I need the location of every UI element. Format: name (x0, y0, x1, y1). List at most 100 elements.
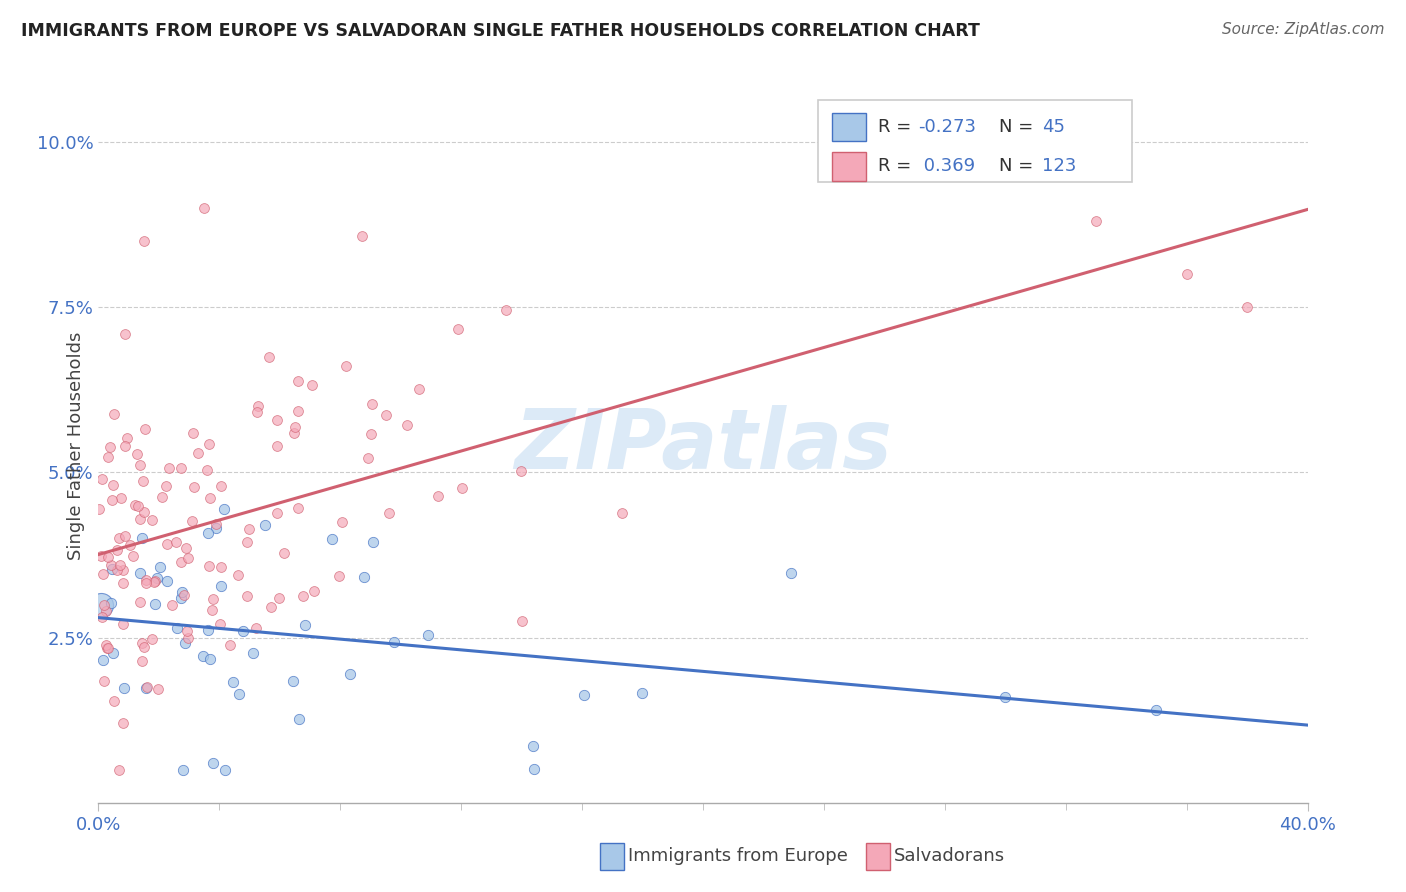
Point (146, 571, 169, 585)
Point (572, 688, 595, 702)
Point (523, 762, 546, 776)
Point (1175, 267, 1198, 281)
Point (90, 598, 112, 612)
Point (118, 538, 141, 552)
Point (287, 375, 309, 389)
Point (156, 537, 179, 551)
Text: R =: R = (879, 157, 917, 175)
Point (408, 382, 430, 396)
Point (201, 756, 224, 770)
Point (209, 479, 232, 493)
Point (236, 589, 259, 603)
Text: 0.369: 0.369 (918, 157, 976, 175)
Point (612, 506, 634, 520)
Point (112, 576, 135, 591)
Point (246, 399, 269, 413)
Point (156, 574, 179, 588)
Point (187, 446, 209, 460)
Point (209, 579, 232, 593)
Point (103, 694, 125, 708)
Point (245, 621, 267, 635)
Point (165, 535, 187, 549)
Point (228, 687, 250, 701)
Point (97, 550, 120, 565)
Point (339, 666, 361, 681)
Point (253, 517, 276, 532)
Point (141, 632, 163, 646)
Point (377, 506, 399, 520)
Point (281, 674, 304, 689)
Point (114, 439, 136, 453)
Point (522, 739, 544, 753)
Point (87, 501, 110, 516)
Point (183, 480, 205, 494)
Point (288, 712, 311, 726)
Point (212, 501, 235, 516)
Point (214, 763, 236, 777)
Point (328, 569, 350, 583)
Point (129, 595, 152, 609)
Point (132, 474, 155, 488)
Point (173, 588, 195, 602)
Point (160, 598, 183, 612)
Point (352, 229, 374, 244)
Point (111, 563, 134, 577)
Point (111, 715, 134, 730)
Point (321, 533, 343, 547)
Point (291, 589, 314, 603)
Point (266, 439, 288, 453)
Point (112, 681, 135, 695)
Point (360, 427, 382, 442)
Point (100, 597, 122, 611)
Point (172, 585, 194, 599)
Point (135, 681, 157, 696)
Point (201, 591, 224, 606)
Point (98, 440, 121, 454)
Point (125, 447, 148, 461)
Point (181, 425, 204, 440)
Bar (866, 843, 890, 870)
Point (101, 493, 124, 508)
Point (149, 560, 172, 574)
Point (105, 563, 128, 577)
Point (117, 431, 139, 445)
Point (283, 425, 305, 440)
Point (994, 690, 1017, 704)
Text: 123: 123 (1042, 157, 1076, 175)
Point (101, 562, 124, 576)
Point (135, 575, 157, 590)
Point (157, 461, 180, 475)
Text: N =: N = (1000, 118, 1039, 136)
Point (510, 614, 533, 628)
Point (93, 598, 115, 612)
Point (170, 461, 193, 475)
Point (127, 500, 149, 514)
Point (205, 521, 228, 535)
Point (103, 407, 125, 421)
Point (131, 654, 153, 668)
Point (96, 638, 118, 652)
Point (112, 616, 135, 631)
Point (198, 491, 221, 505)
Point (143, 574, 166, 589)
Point (132, 640, 155, 654)
Point (172, 763, 194, 777)
Point (287, 404, 309, 418)
Point (134, 422, 156, 436)
Point (91, 472, 114, 486)
Y-axis label: Single Father Households: Single Father Households (66, 332, 84, 560)
Point (96, 640, 118, 655)
Point (170, 591, 193, 606)
Point (177, 631, 200, 645)
Point (266, 413, 288, 427)
Point (131, 636, 153, 650)
Point (124, 498, 146, 512)
Point (267, 591, 290, 605)
Point (110, 491, 132, 505)
Point (245, 405, 267, 419)
Point (198, 652, 221, 666)
Point (91, 653, 114, 667)
Point (304, 584, 326, 599)
Point (197, 436, 219, 450)
Point (357, 451, 380, 466)
